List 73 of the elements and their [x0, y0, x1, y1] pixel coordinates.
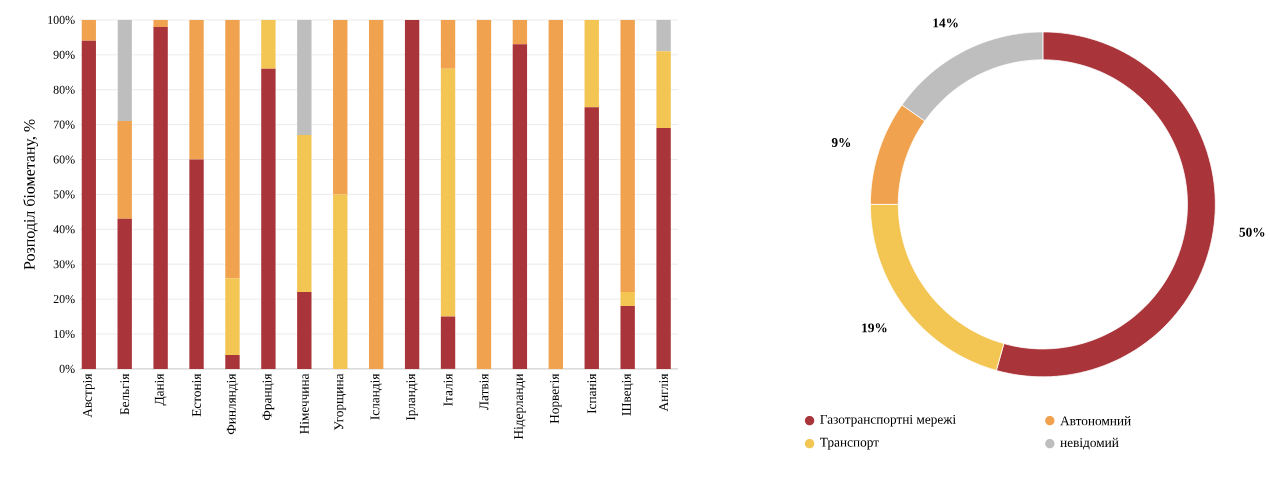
legend-label: невідомий [1060, 438, 1119, 450]
bar [548, 20, 563, 370]
bar [225, 278, 240, 356]
bar [261, 20, 276, 70]
bar [512, 44, 528, 370]
bar [584, 107, 599, 370]
bar [368, 20, 384, 370]
bar [440, 316, 456, 370]
x-tick-label: Финляндія [226, 374, 239, 435]
bar [117, 20, 132, 122]
x-tick-label: Франція [262, 374, 275, 421]
y-tick-label: 30% [53, 260, 75, 269]
data-label: 14% [933, 18, 958, 28]
bar [333, 194, 348, 370]
bar [584, 20, 599, 108]
legend-label: Газотранспортні мережі [820, 415, 956, 427]
x-tick-label: Англія [659, 374, 669, 412]
legend-label: Автономний [1060, 416, 1131, 426]
x-tick-label: Швеція [621, 374, 634, 416]
x-tick-label: Угорщина [334, 373, 347, 431]
bar [117, 219, 132, 370]
bar [440, 20, 456, 70]
bar [297, 135, 312, 293]
x-tick-label: Австрія [82, 374, 95, 418]
bar [81, 41, 96, 370]
bar [512, 20, 528, 45]
bar [440, 69, 456, 317]
data-label: 50% [1239, 227, 1265, 237]
bar [476, 20, 492, 370]
bar [225, 355, 240, 370]
bar [620, 292, 635, 307]
x-tick-label: Норвегія [550, 374, 562, 424]
data-label: 9% [831, 138, 851, 148]
bar [620, 20, 635, 293]
x-tick-label: Німеччина [299, 373, 309, 435]
bar [404, 20, 420, 370]
legend-label: Транспорт [820, 438, 879, 450]
bar [261, 69, 276, 370]
bar [297, 292, 312, 370]
x-tick-label: Італія [443, 374, 453, 407]
bar [153, 20, 168, 28]
x-tick-label: Латвія [479, 374, 489, 411]
y-tick-label: 0% [59, 365, 75, 374]
x-tick-label: Бельгія [120, 374, 130, 415]
y-tick-label: 20% [53, 295, 75, 304]
bar [189, 20, 204, 160]
y-tick-label: 90% [53, 50, 75, 60]
y-tick-label: 80% [53, 85, 75, 95]
bar [153, 27, 168, 370]
data-label: 19% [862, 323, 887, 333]
bar [333, 20, 348, 195]
y-tick-label: 50% [53, 190, 75, 199]
bar [656, 128, 671, 370]
y-tick-label: 10% [54, 330, 75, 339]
bar [225, 20, 240, 279]
x-tick-label: Ісландія [370, 374, 382, 420]
y-axis-title: Розподіл біометану, % [23, 119, 39, 270]
x-tick-label: Естонія [192, 374, 201, 417]
x-tick-label: Данія [154, 374, 167, 406]
x-tick-label: Ірландія [406, 374, 418, 421]
x-tick-label: Нідерланди [514, 374, 526, 440]
x-tick-label: Іспанія [587, 374, 597, 414]
y-tick-label: 40% [53, 225, 75, 234]
y-tick-label: 70% [53, 120, 75, 129]
bar [656, 51, 671, 129]
bar [117, 121, 132, 220]
bar [81, 20, 96, 42]
bar [189, 159, 204, 370]
bar [297, 20, 312, 136]
y-tick-label: 100% [48, 16, 75, 25]
bar [620, 306, 635, 370]
bar [656, 20, 671, 52]
y-tick-label: 60% [53, 155, 75, 164]
